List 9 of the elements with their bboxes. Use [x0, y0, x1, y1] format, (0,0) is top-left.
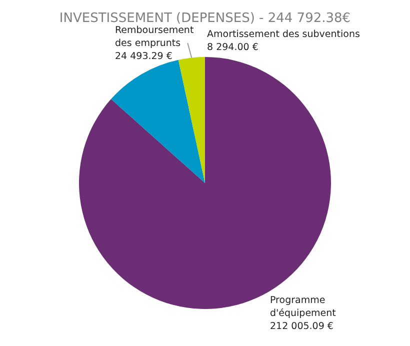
data-label: 212 005.09 € [270, 321, 334, 332]
slice-label: Amortissement des subventions [207, 29, 360, 40]
slice-label: Programme d'équipement [270, 295, 336, 319]
data-label: 24 493.29 € [115, 51, 172, 62]
pie-slice [111, 60, 205, 183]
chart-title: INVESTISSEMENT (DEPENSES) - 244 792.38€ [59, 11, 351, 26]
data-label: 8 294.00 € [207, 42, 258, 53]
pie-slice [178, 57, 205, 183]
slice-label: Remboursement des emprunts [115, 25, 194, 49]
